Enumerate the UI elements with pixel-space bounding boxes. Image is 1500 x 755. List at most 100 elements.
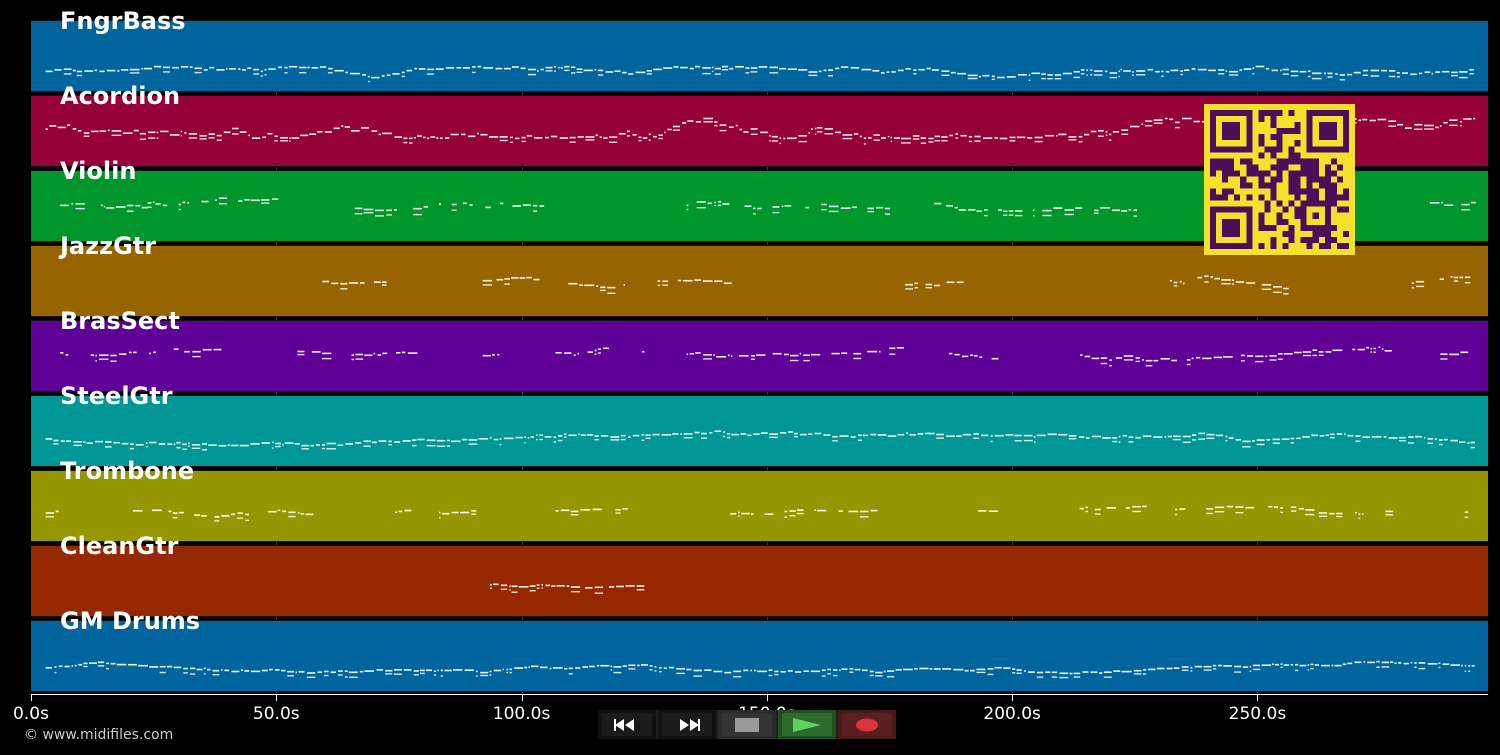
fast-forward-icon [662, 713, 712, 736]
midi-note [841, 352, 848, 354]
record-button[interactable] [838, 710, 896, 739]
midi-note [890, 136, 893, 139]
track-jazzgtr[interactable]: JazzGtr [31, 234, 1488, 317]
midi-note [1226, 505, 1233, 508]
midi-note [202, 348, 212, 351]
midi-note [1347, 662, 1353, 665]
midi-note [594, 592, 603, 594]
midi-note [324, 670, 329, 673]
midi-note [355, 442, 362, 444]
midi-note [863, 137, 867, 139]
track-steelgtr[interactable]: SteelGtr [31, 384, 1488, 467]
track-label: BrasSect [60, 307, 180, 335]
stop-button[interactable] [718, 710, 776, 739]
midi-note [841, 668, 848, 670]
midi-note [344, 670, 348, 672]
midi-note [326, 442, 336, 445]
midi-note [1147, 68, 1153, 71]
track-gm-drums[interactable]: GM Drums [31, 609, 1488, 692]
midi-note [301, 444, 310, 447]
track-fngrbass[interactable]: FngrBass [31, 9, 1488, 92]
midi-note [741, 512, 750, 515]
midi-note [363, 212, 374, 214]
midi-note [641, 434, 645, 436]
midi-note [163, 71, 170, 73]
midi-note [248, 134, 250, 137]
midi-note [492, 354, 495, 356]
midi-note [533, 210, 538, 212]
midi-note [1414, 128, 1423, 130]
midi-note [522, 204, 531, 206]
midi-note [703, 354, 712, 356]
midi-note [462, 67, 470, 69]
midi-note [821, 203, 827, 206]
midi-note [536, 439, 538, 441]
midi-note [680, 66, 688, 69]
midi-note [714, 67, 721, 70]
track-trombone[interactable]: Trombone [31, 459, 1488, 542]
midi-note [599, 136, 602, 138]
midi-note [961, 355, 969, 358]
midi-note [1075, 207, 1083, 209]
midi-note [129, 72, 140, 74]
midi-note [934, 202, 942, 205]
midi-note [1427, 663, 1438, 665]
midi-note [90, 354, 95, 356]
midi-note [555, 510, 559, 512]
track-brassect[interactable]: BrasSect [31, 309, 1488, 392]
midi-note [439, 203, 441, 205]
midi-note [188, 133, 197, 135]
midi-note [818, 70, 822, 73]
midi-note [956, 281, 964, 284]
midi-note [451, 209, 457, 211]
midi-note [268, 510, 277, 513]
midi-note [1016, 672, 1022, 674]
midi-note [247, 67, 252, 69]
midi-note [1355, 435, 1361, 437]
midi-note [889, 353, 896, 355]
midi-note [1296, 437, 1301, 440]
midi-note [914, 287, 918, 289]
midi-note [849, 671, 854, 673]
midi-note [106, 207, 115, 209]
midi-note [232, 127, 239, 130]
midi-note [412, 439, 417, 441]
midi-note [577, 136, 584, 138]
midi-note [594, 69, 597, 71]
midi-note [319, 66, 327, 68]
midi-note [288, 511, 296, 514]
midi-note [714, 280, 723, 282]
midi-note [149, 666, 159, 668]
midi-note [1410, 661, 1413, 664]
midi-note [701, 437, 707, 439]
midi-note [192, 355, 201, 358]
midi-note [524, 442, 526, 444]
midi-note [450, 133, 459, 136]
midi-note [499, 444, 502, 446]
midi-note [828, 75, 834, 77]
midi-note [654, 670, 657, 672]
midi-note [464, 669, 474, 671]
midi-note [600, 664, 610, 667]
midi-note [1269, 355, 1277, 357]
rewind-button[interactable] [598, 710, 656, 739]
midi-note [288, 65, 298, 68]
track-cleangtr[interactable]: CleanGtr [31, 534, 1488, 617]
midi-note [831, 352, 840, 355]
midi-note [570, 514, 579, 516]
midi-note [1305, 509, 1315, 511]
midi-note [277, 509, 281, 512]
midi-note [823, 434, 831, 436]
midi-note [446, 445, 450, 447]
midi-note [1321, 664, 1330, 667]
midi-note [758, 66, 768, 68]
midi-note [661, 434, 672, 436]
midi-note [66, 440, 71, 442]
midi-note [214, 516, 220, 518]
play-button[interactable] [778, 710, 836, 739]
midi-note [280, 140, 288, 142]
midi-note [172, 512, 178, 514]
fast-forward-button[interactable] [658, 710, 716, 739]
midi-note [306, 676, 316, 678]
midi-note [853, 133, 859, 135]
